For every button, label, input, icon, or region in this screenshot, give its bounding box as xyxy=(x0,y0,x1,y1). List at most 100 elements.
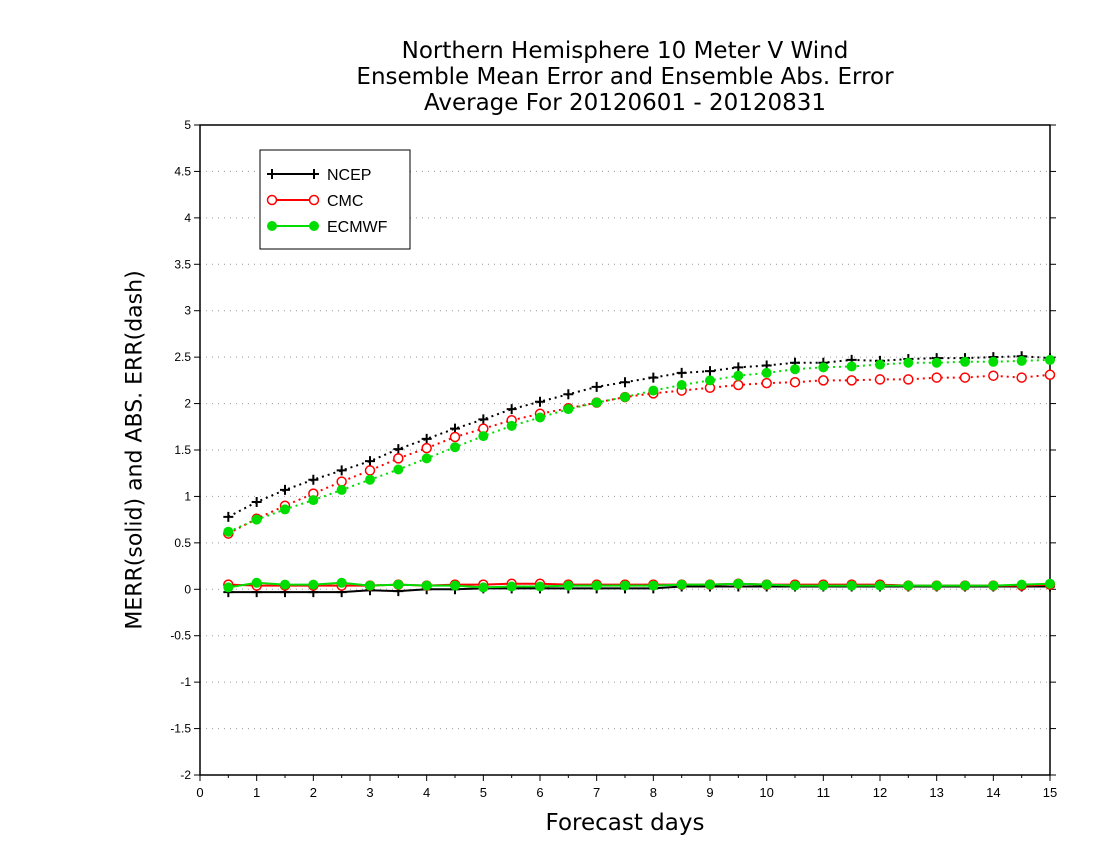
ecmwf-abs-err-point xyxy=(280,504,290,515)
y-tick-label: -2 xyxy=(180,768,191,782)
y-tick-label: 0 xyxy=(184,582,191,596)
ecmwf-mean-err-point xyxy=(620,580,630,591)
y-tick-label: 4.5 xyxy=(174,164,191,178)
x-tick-label: 11 xyxy=(817,785,831,800)
ecmwf-abs-err-point xyxy=(903,357,914,368)
ecmwf-mean-err-point xyxy=(790,580,800,591)
ecmwf-abs-err-point xyxy=(818,362,829,373)
ncep-abs-err-point xyxy=(421,433,432,444)
ecmwf-mean-err-point xyxy=(875,580,885,591)
cmc-abs-err-point xyxy=(846,375,857,386)
ecmwf-abs-err-point xyxy=(648,385,659,396)
cmc-abs-err-point xyxy=(818,375,829,386)
ecmwf-mean-err-point xyxy=(563,580,574,591)
ecmwf-mean-err-point xyxy=(818,580,829,591)
ecmwf-abs-err-point xyxy=(790,364,800,375)
cmc-abs-err-point xyxy=(931,372,942,383)
ecmwf-mean-err-point xyxy=(761,579,772,590)
ncep-abs-err-point xyxy=(705,366,715,377)
y-tick-label: 2 xyxy=(184,397,191,411)
ecmwf-abs-err-point xyxy=(620,392,630,403)
y-tick-label: -1.5 xyxy=(170,722,191,736)
ecmwf-abs-err-point xyxy=(1016,355,1027,366)
ncep-abs-err-point xyxy=(336,465,347,476)
ecmwf-abs-err-point xyxy=(563,404,574,415)
x-tick-label: 14 xyxy=(986,785,1000,800)
y-tick-label: 1 xyxy=(184,489,191,503)
legend-marker xyxy=(266,194,278,206)
ecmwf-abs-err-point xyxy=(676,380,687,390)
ecmwf-mean-err-point xyxy=(733,578,744,589)
ecmwf-abs-err-point xyxy=(223,526,234,537)
ncep-abs-err-point xyxy=(648,372,659,383)
ecmwf-abs-err-point xyxy=(506,420,517,431)
ecmwf-mean-err-point xyxy=(846,580,857,591)
x-tick-label: 15 xyxy=(1043,785,1057,800)
ecmwf-mean-err-point xyxy=(478,582,489,593)
legend-marker xyxy=(309,169,319,179)
ncep-abs-err-point xyxy=(308,474,319,485)
ecmwf-abs-err-point xyxy=(365,474,375,485)
cmc-abs-err-point xyxy=(336,476,347,487)
ncep-abs-err-point xyxy=(733,362,744,373)
legend-label: ECMWF xyxy=(327,219,388,236)
x-tick-label: 10 xyxy=(759,785,773,800)
chart-title-line-1: Northern Hemisphere 10 Meter V Wind xyxy=(401,38,849,64)
y-tick-label: -0.5 xyxy=(170,629,191,643)
x-tick-label: 3 xyxy=(366,785,373,800)
ecmwf-mean-err-point xyxy=(535,581,545,592)
legend-label: NCEP xyxy=(327,167,371,184)
x-tick-label: 5 xyxy=(480,785,487,800)
x-axis-label: Forecast days xyxy=(545,810,705,836)
ncep-abs-err-point xyxy=(393,444,404,455)
ecmwf-mean-err-point xyxy=(1016,579,1027,590)
ncep-abs-err-point xyxy=(535,396,545,407)
cmc-abs-err-point xyxy=(449,431,461,443)
ecmwf-abs-err-point xyxy=(988,356,999,367)
ecmwf-mean-err-point xyxy=(1045,578,1055,589)
legend-marker xyxy=(267,169,277,179)
ecmwf-abs-err-point xyxy=(846,361,857,372)
ecmwf-abs-err-point xyxy=(336,484,347,495)
x-tick-label: 1 xyxy=(253,785,260,800)
x-tick-label: 9 xyxy=(706,785,713,800)
ecmwf-mean-err-point xyxy=(648,580,659,591)
chart-title-line-3: Average For 20120601 - 20120831 xyxy=(423,90,827,116)
legend-label: CMC xyxy=(327,193,363,210)
ecmwf-abs-err-point xyxy=(733,370,744,381)
legend: NCEP CMC ECMWF xyxy=(259,149,411,250)
ncep-abs-err-point xyxy=(620,377,630,388)
x-tick-label: 6 xyxy=(536,785,543,800)
ecmwf-mean-err-point xyxy=(336,577,347,588)
y-tick-label: -1 xyxy=(180,675,191,689)
ecmwf-mean-err-point xyxy=(450,580,460,591)
cmc-abs-err-point xyxy=(874,374,886,385)
ecmwf-abs-err-point xyxy=(251,514,262,525)
x-tick-label: 0 xyxy=(196,785,203,800)
y-tick-label: 4 xyxy=(184,211,191,225)
ecmwf-mean-err-point xyxy=(960,580,970,591)
ecmwf-mean-err-point xyxy=(393,579,404,590)
cmc-abs-err-point xyxy=(761,377,772,389)
cmc-abs-err-point xyxy=(789,376,801,388)
x-tick-label: 4 xyxy=(423,785,430,800)
x-tick-label: 13 xyxy=(929,785,943,800)
ecmwf-mean-err-point xyxy=(903,580,914,591)
ncep-abs-err-point xyxy=(506,404,517,415)
cmc-abs-err-point xyxy=(903,374,914,385)
cmc-abs-err-point xyxy=(733,379,744,391)
ecmwf-abs-err-point xyxy=(421,453,432,464)
ecmwf-mean-err-point xyxy=(988,580,999,591)
ecmwf-mean-err-point xyxy=(705,579,715,590)
ncep-abs-err-point xyxy=(591,381,602,392)
chart-title-line-2: Ensemble Mean Error and Ensemble Abs. Er… xyxy=(356,64,894,90)
ecmwf-mean-err-point xyxy=(591,580,602,591)
ncep-abs-err-point xyxy=(563,389,574,400)
ecmwf-mean-err-point xyxy=(365,580,375,591)
ecmwf-abs-err-point xyxy=(1045,354,1055,365)
y-tick-label: 1.5 xyxy=(174,443,191,457)
ncep-abs-err-line xyxy=(227,355,1051,518)
ecmwf-abs-err-point xyxy=(960,356,970,367)
cmc-abs-err-line xyxy=(227,373,1051,535)
